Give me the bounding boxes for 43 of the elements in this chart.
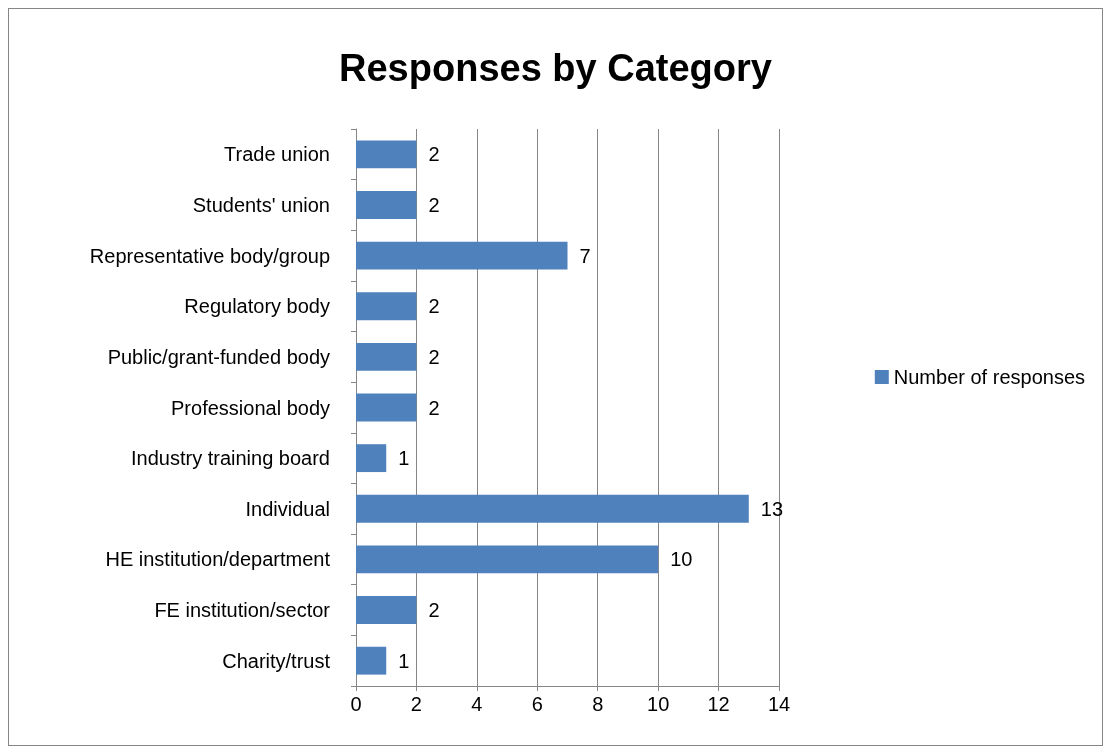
data-label: 2 xyxy=(428,396,440,419)
data-label: 10 xyxy=(670,548,693,571)
x-tick-label: 4 xyxy=(471,693,483,715)
chart-title: Responses by Category xyxy=(339,47,772,89)
y-tick-label: Charity/trust xyxy=(222,649,331,672)
y-tick-label: Trade union xyxy=(224,143,330,166)
x-tick-label: 12 xyxy=(707,693,730,715)
data-label: 2 xyxy=(428,193,440,216)
bar xyxy=(356,393,417,422)
bar xyxy=(356,545,659,574)
y-tick-label: FE institution/sector xyxy=(154,599,331,622)
data-label: 2 xyxy=(428,295,440,318)
data-label: 2 xyxy=(428,345,440,368)
data-label: 2 xyxy=(428,143,440,166)
x-tick-label: 6 xyxy=(531,693,543,715)
data-label: 2 xyxy=(428,599,440,622)
y-tick-label: Representative body/group xyxy=(89,244,330,267)
x-tick-label: 8 xyxy=(592,693,604,715)
y-tick-label: Individual xyxy=(245,497,330,520)
data-label: 13 xyxy=(760,497,784,520)
x-tick-label: 14 xyxy=(767,693,791,715)
bar xyxy=(356,292,417,321)
x-tick-label: 0 xyxy=(350,693,362,715)
bar xyxy=(356,444,387,473)
bar xyxy=(356,140,417,169)
bar xyxy=(356,191,417,219)
bar xyxy=(356,646,387,675)
legend-label: Number of responses xyxy=(893,366,1085,388)
y-tick-label: Professional body xyxy=(171,396,330,419)
bar xyxy=(356,342,417,371)
x-tick-label: 10 xyxy=(647,693,670,715)
y-tick-label: Students' union xyxy=(192,193,330,216)
y-tick-label: Public/grant-funded body xyxy=(107,345,330,368)
bar xyxy=(356,241,568,270)
y-tick-label: HE institution/department xyxy=(105,548,331,571)
y-tick-label: Industry training board xyxy=(130,447,330,470)
data-label: 1 xyxy=(398,447,410,470)
data-label: 7 xyxy=(579,244,591,267)
data-label: 1 xyxy=(398,649,410,672)
x-tick-label: 2 xyxy=(410,693,422,715)
bar xyxy=(356,596,417,624)
y-tick-label: Regulatory body xyxy=(184,295,330,318)
bar xyxy=(356,494,749,523)
